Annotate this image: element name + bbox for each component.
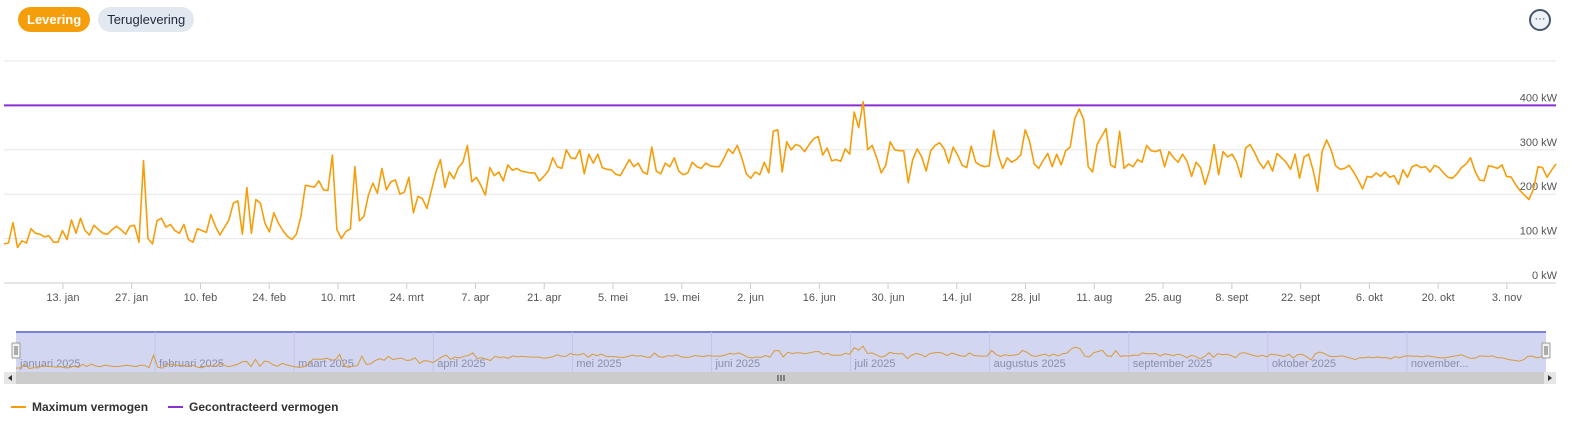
navigator-month-label: augustus 2025 [994, 358, 1066, 370]
navigator-month-label: maart 2025 [298, 358, 354, 370]
x-tick-label: 16. jun [803, 292, 836, 304]
x-tick-label: 5. mei [598, 292, 628, 304]
y-tick-label: 200 kW [1520, 181, 1558, 193]
legend-swatch-max [11, 406, 26, 408]
chart-legend: Maximum vermogen Gecontracteerd vermogen [11, 400, 338, 414]
navigator-handle-right[interactable] [1541, 342, 1551, 359]
navigator-month-label: juli 2025 [854, 358, 896, 370]
navigator-month-label: november... [1411, 358, 1468, 370]
x-tick-label: 24. feb [252, 292, 286, 304]
x-tick-label: 14. jul [942, 292, 971, 304]
legend-label-contract: Gecontracteerd vermogen [189, 400, 339, 414]
series-maximum-line [3, 101, 1557, 249]
x-tick-label: 3. nov [1492, 292, 1522, 304]
x-tick-label: 24. mrt [390, 292, 424, 304]
x-tick-label: 6. okt [1356, 292, 1383, 304]
legend-item-max[interactable]: Maximum vermogen [11, 400, 148, 414]
navigator-series [15, 345, 1547, 370]
y-tick-label: 100 kW [1520, 226, 1558, 238]
ellipsis-icon: ··· [1534, 12, 1546, 25]
x-tick-label: 19. mei [664, 292, 700, 304]
tab-group: Levering Teruglevering [18, 7, 195, 32]
navigator-month-label: januari 2025 [19, 358, 81, 370]
x-tick-label: 13. jan [46, 292, 79, 304]
navigator-month-label: oktober 2025 [1272, 358, 1336, 370]
legend-swatch-contract [168, 406, 184, 408]
legend-item-contract[interactable]: Gecontracteerd vermogen [168, 400, 338, 414]
x-tick-label: 22. sept [1281, 292, 1320, 304]
chevron-right-icon [1548, 375, 1552, 381]
legend-label-max: Maximum vermogen [32, 400, 149, 414]
tab-teruglevering[interactable]: Teruglevering [98, 7, 195, 32]
x-tick-label: 11. aug [1076, 292, 1112, 304]
navigator-month-label: februari 2025 [159, 358, 224, 370]
x-tick-label: 21. apr [527, 292, 562, 304]
navigator-month-label: april 2025 [437, 358, 485, 370]
x-tick-label: 8. sept [1215, 292, 1248, 304]
power-chart: 0 kW 100 kW 200 kW 300 kW 400 kW 13. jan 27. j… [3, 60, 1558, 384]
chart-menu-button[interactable]: ··· [1529, 9, 1551, 31]
chevron-left-icon [8, 375, 12, 381]
y-tick-label: 400 kW [1520, 92, 1558, 104]
y-tick-label: 300 kW [1520, 137, 1558, 149]
x-tick-label: 7. apr [461, 292, 489, 304]
x-tick-label: 20. okt [1422, 292, 1455, 304]
x-tick-label: 10. mrt [321, 292, 355, 304]
y-tick-label: 0 kW [1532, 270, 1558, 282]
navigator-month-label: september 2025 [1133, 358, 1213, 370]
x-tick-label: 30. jun [872, 292, 905, 304]
navigator-handle-left[interactable] [11, 342, 21, 359]
navigator-month-label: mei 2025 [576, 358, 621, 370]
x-tick-label: 10. feb [184, 292, 218, 304]
x-tick-label: 2. jun [737, 292, 764, 304]
x-tick-label: 27. jan [115, 292, 148, 304]
x-tick-label: 25. aug [1145, 292, 1182, 304]
navigator-selection[interactable] [16, 332, 1546, 372]
tab-levering[interactable]: Levering [18, 7, 91, 32]
x-tick-label: 28. jul [1011, 292, 1040, 304]
navigator-month-label: juni 2025 [714, 358, 760, 370]
